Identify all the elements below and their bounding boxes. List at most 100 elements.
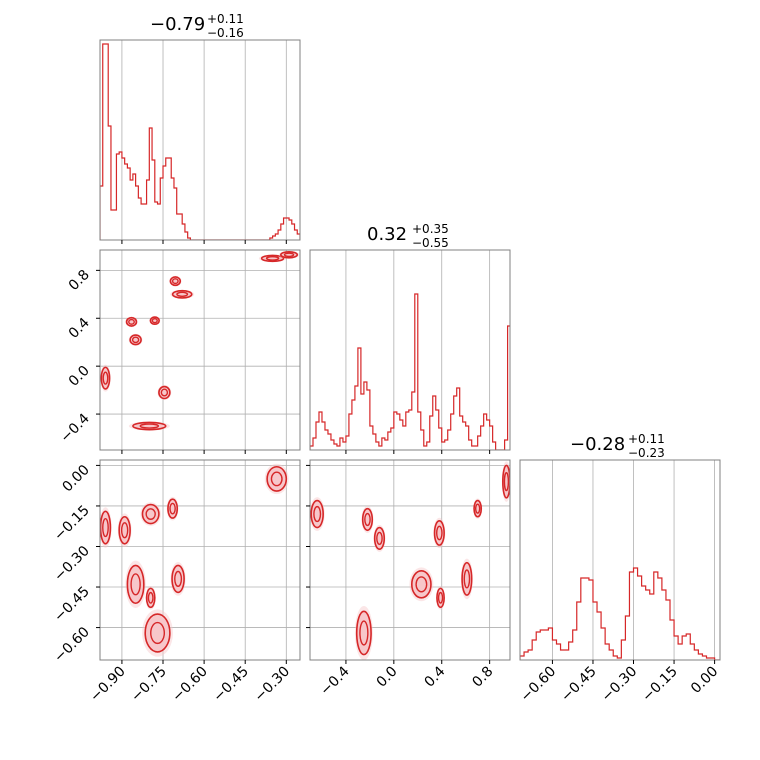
scatter-p1p3-contour-inner-6 (147, 591, 154, 604)
scatter-p1p3-ytick-label-3: −0.15 (51, 502, 93, 544)
title-param3-median: −0.28 (570, 434, 625, 455)
scatter-p1p2-contour-inner-9 (283, 252, 295, 258)
scatter-p1p3-contour-inner-8 (270, 471, 283, 487)
scatter-p2p3-contour-inner-9 (359, 620, 369, 646)
scatter-p1p3-xtick-label-0: −0.90 (87, 664, 129, 706)
scatter-p1p2-contour-outer-6 (158, 385, 171, 400)
title-param1-plus: +0.11 (207, 12, 244, 26)
hist-p2-histogram-line (310, 293, 510, 450)
scatter-p1p3-xtick-label-3: −0.45 (210, 664, 252, 706)
hist-p3-xtick-label-1: −0.45 (558, 664, 600, 706)
scatter-p2p3-contour-outer-0 (310, 499, 324, 529)
scatter-p1p3-contour-inner-0 (169, 502, 176, 515)
hist-p1-histogram-line (100, 43, 300, 240)
scatter-p1p2-ytick-label-1: 0.0 (66, 363, 93, 390)
scatter-p2p3-contour-outer-1 (361, 507, 374, 532)
scatter-p2p3-contour-outer-3 (433, 520, 445, 546)
scatter-p1p2-contour-inner-7 (139, 423, 160, 429)
scatter-p1p2-contour-outer-5 (100, 366, 111, 390)
scatter-p1p3-ytick-label-2: −0.30 (51, 543, 93, 585)
scatter-p1p3-contour-outer-8 (266, 465, 288, 492)
scatter-p2p3-contour-inner-8 (463, 569, 471, 589)
scatter-p1p3-ytick-label-4: 0.00 (59, 462, 92, 495)
scatter-p1p3-contour-inner-4 (174, 570, 183, 588)
title-param2-minus: −0.55 (412, 236, 449, 250)
hist-panel-param2 (309, 249, 511, 454)
hist-p3-xtick-label-4: 0.00 (688, 664, 721, 697)
scatter-p1p3-xtick-label-4: −0.30 (251, 664, 293, 706)
hist-p2-frame (309, 249, 511, 451)
scatter-p1p2-contour-outer-4 (129, 334, 142, 346)
scatter-p1p2-contour-outer-7 (132, 421, 167, 431)
scatter-p1p3-contour-inner-2 (102, 517, 109, 538)
title-param1-median: −0.79 (150, 14, 205, 35)
scatter-p1p3-xtick-label-1: −0.75 (128, 664, 170, 706)
title-param2: 0.32 +0.35 −0.55 (367, 222, 449, 250)
scatter-p2p3-contour-inner-6 (415, 576, 428, 593)
scatter-p1p3-contour-outer-2 (100, 510, 112, 545)
scatter-panel-param1-param2: −0.4 0.0 0.4 0.8 (57, 249, 301, 454)
scatter-p1p2-ytick-label-2: 0.4 (66, 315, 93, 342)
scatter-p2p3-contour-outer-5 (502, 464, 510, 499)
scatter-p2p3-xtick-label-3: 0.8 (469, 664, 496, 691)
scatter-p1p3-contour-outer-1 (141, 503, 160, 525)
hist-panel-param1 (99, 39, 301, 244)
scatter-p1p2-contour-inner-6 (160, 388, 169, 397)
scatter-p1p2-contour-inner-3 (151, 317, 158, 324)
scatter-p1p3-contour-outer-7 (144, 613, 171, 653)
scatter-p2p3-contour-outer-2 (373, 526, 386, 550)
scatter-p1p3-contour-inner-7 (150, 621, 166, 645)
scatter-p1p2-contour-inner-4 (131, 336, 140, 344)
scatter-p2p3-xtick-label-0: −0.4 (317, 663, 352, 698)
scatter-p2p3-contour-inner-2 (376, 531, 383, 546)
scatter-p1p3-contour-outer-5 (126, 564, 145, 605)
hist-p3-histogram-line (520, 567, 720, 660)
scatter-p1p3-contour-outer-6 (145, 587, 156, 609)
scatter-p2p3-contour-inner-5 (503, 472, 510, 492)
title-param1: −0.79 +0.11 −0.16 (150, 12, 244, 40)
scatter-p1p3-contour-inner-1 (145, 508, 156, 520)
scatter-p1p3-contour-inner-5 (130, 573, 141, 596)
title-param3: −0.28 +0.11 −0.23 (570, 432, 665, 460)
title-param2-plus: +0.35 (412, 222, 449, 236)
scatter-p2p3-contour-inner-3 (436, 525, 443, 541)
scatter-p2p3-contour-inner-4 (474, 503, 481, 514)
hist-p3-xtick-label-0: −0.60 (518, 664, 560, 706)
scatter-p2p3-contour-outer-6 (410, 570, 432, 599)
scatter-p1p2-ytick-label-0: −0.4 (57, 411, 92, 446)
scatter-p1p2-frame (99, 249, 301, 451)
scatter-p2p3-contour-outer-9 (355, 610, 372, 656)
hist-p3-xtick-label-2: −0.30 (599, 664, 641, 706)
title-param3-plus: +0.11 (628, 432, 665, 446)
scatter-p2p3-contour-inner-0 (313, 505, 322, 523)
scatter-p1p2-contour-inner-2 (128, 318, 135, 325)
scatter-p1p3-contour-inner-3 (120, 522, 129, 539)
title-param3-minus: −0.23 (628, 446, 665, 460)
scatter-panel-param1-param3: −0.90 −0.75 −0.60 −0.45 −0.30−0.60−0.45−0.30… (51, 459, 301, 706)
scatter-p1p3-xtick-label-2: −0.60 (169, 664, 211, 706)
scatter-p2p3-xtick-label-2: 0.4 (422, 663, 449, 690)
scatter-p1p2-contour-inner-5 (102, 371, 109, 385)
scatter-p2p3-contour-inner-7 (437, 591, 444, 604)
scatter-p1p3-contours (100, 463, 289, 657)
title-param2-median: 0.32 (367, 224, 407, 245)
scatter-p1p3-contour-outer-0 (167, 498, 179, 519)
hist-p1-frame (99, 39, 301, 241)
scatter-p1p3-frame (99, 459, 301, 661)
scatter-p1p2-ytick-label-3: 0.8 (66, 267, 93, 294)
scatter-p2p3-xtick-label-1: 0.0 (374, 664, 401, 691)
scatter-p2p3-contours (310, 461, 510, 660)
scatter-p2p3-contour-outer-8 (461, 561, 473, 596)
title-param1-minus: −0.16 (207, 26, 244, 40)
scatter-p1p2-contour-inner-0 (171, 278, 179, 285)
hist-p3-frame (519, 459, 721, 661)
scatter-p1p3-ytick-label-0: −0.60 (51, 624, 93, 666)
scatter-panel-param2-param3: −0.4 0.0 0.4 0.8 (306, 459, 511, 699)
scatter-p2p3-frame (309, 459, 511, 661)
hist-p3-xtick-label-3: −0.15 (639, 664, 681, 706)
scatter-p1p3-contour-outer-4 (171, 564, 185, 594)
hist-panel-param3: −0.60−0.45−0.30−0.15 0.00 (518, 459, 721, 706)
scatter-p1p2-contour-inner-1 (176, 291, 189, 297)
scatter-p1p3-ytick-label-1: −0.45 (51, 584, 93, 626)
scatter-p1p2-contour-inner-8 (265, 256, 280, 261)
